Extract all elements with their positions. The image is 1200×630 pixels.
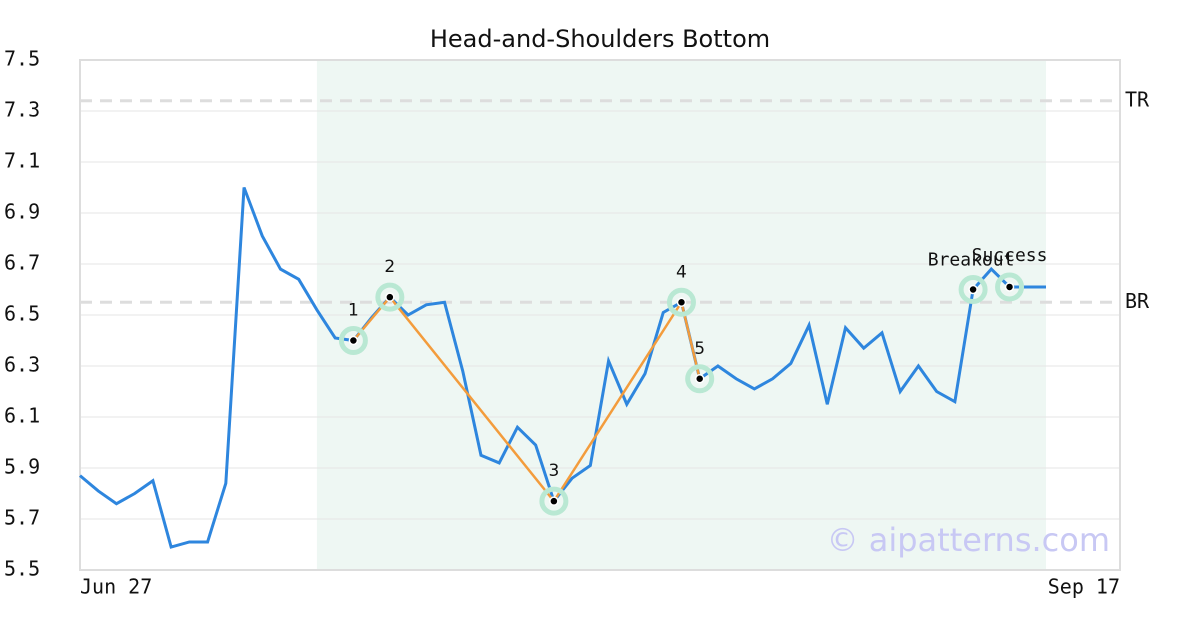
y-tick-label: 6.7 xyxy=(4,251,40,275)
y-tick-label: 7.1 xyxy=(4,149,40,173)
annotation-point-halo xyxy=(995,272,1025,302)
pattern-point-halo xyxy=(666,287,696,317)
pattern-point-dot xyxy=(348,335,359,346)
price-line xyxy=(79,186,1046,549)
x-tick-label: Jun 27 xyxy=(80,575,152,599)
annotation-label: Success xyxy=(972,245,1048,266)
pattern-label: 2 xyxy=(384,257,395,277)
pattern-label: 1 xyxy=(348,301,359,321)
pattern-point-dot xyxy=(385,292,395,302)
watermark: © aipatterns.com xyxy=(827,521,1110,559)
pattern-point-dot xyxy=(549,496,559,506)
pattern-label: 5 xyxy=(694,339,705,359)
pattern-point-halo xyxy=(375,282,405,312)
level-label: TR xyxy=(1125,87,1150,111)
y-tick-label: 5.7 xyxy=(4,506,40,530)
y-tick-label: 5.9 xyxy=(4,455,40,479)
y-tick-label: 7.3 xyxy=(4,98,40,122)
level-label: BR xyxy=(1125,289,1150,313)
y-tick-label: 5.5 xyxy=(4,557,40,581)
annotation-point-halo xyxy=(958,275,988,304)
annotation-label: Breakout xyxy=(928,250,1015,271)
annotation-point-dot xyxy=(968,284,978,295)
pattern-label: 3 xyxy=(548,461,559,481)
y-tick-label: 7.5 xyxy=(4,47,40,71)
chart-title: Head-and-Shoulders Bottom xyxy=(430,25,770,53)
y-tick-label: 6.5 xyxy=(4,302,40,326)
pattern-point-halo xyxy=(338,326,368,355)
pattern-point-halo xyxy=(685,364,715,394)
annotation-point-dot xyxy=(1004,282,1015,292)
y-tick-label: 6.9 xyxy=(4,200,40,224)
pattern-point-dot xyxy=(694,374,705,384)
y-tick-label: 6.1 xyxy=(4,404,40,428)
pattern-label: 4 xyxy=(676,262,687,282)
pattern-point-dot xyxy=(676,297,687,307)
x-tick-label: Sep 17 xyxy=(1048,575,1120,599)
plot-frame xyxy=(79,59,1121,571)
y-tick-label: 6.3 xyxy=(4,353,40,377)
pattern-point-halo xyxy=(539,486,569,516)
